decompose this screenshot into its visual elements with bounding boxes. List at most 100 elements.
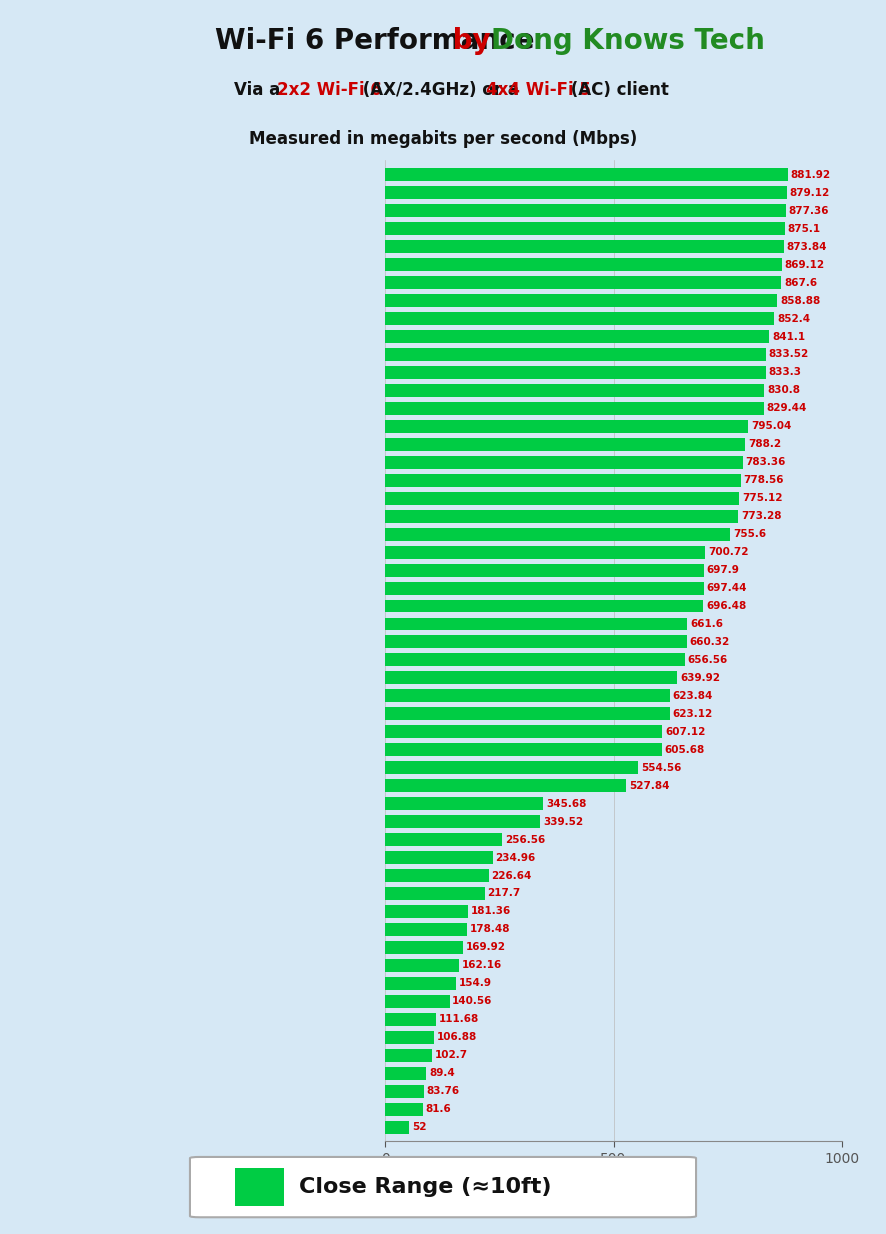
Bar [385,545,705,559]
Bar [385,743,662,756]
Text: 833.3: 833.3 [768,368,801,378]
Text: 607.12: 607.12 [665,727,705,737]
Text: 178.48: 178.48 [470,924,510,934]
Text: 783.36: 783.36 [746,458,786,468]
Text: 154.9: 154.9 [459,979,492,988]
Text: (AX/2.4GHz) or a: (AX/2.4GHz) or a [356,81,525,100]
Bar [385,1103,423,1116]
Bar [385,312,774,325]
Text: 788.2: 788.2 [748,439,781,449]
Bar [385,222,785,236]
Text: 639.92: 639.92 [680,673,720,682]
Text: 181.36: 181.36 [470,907,511,917]
Bar [385,779,626,792]
Text: 162.16: 162.16 [462,960,502,970]
Text: 773.28: 773.28 [741,511,781,521]
Bar [385,258,782,271]
Text: 111.68: 111.68 [439,1014,479,1024]
Text: 700.72: 700.72 [708,547,749,557]
FancyBboxPatch shape [190,1157,696,1217]
Bar [385,420,748,433]
Text: 106.88: 106.88 [437,1032,478,1043]
Text: Dong Knows Tech: Dong Knows Tech [491,27,765,54]
Bar [385,510,738,523]
Bar [385,1049,432,1061]
Text: 81.6: 81.6 [425,1104,451,1114]
Bar [385,186,787,199]
Bar [385,959,460,972]
Text: 829.44: 829.44 [766,404,807,413]
Bar [385,707,670,721]
Text: 873.84: 873.84 [787,242,828,252]
Bar [385,654,685,666]
Text: 623.84: 623.84 [672,691,713,701]
Bar [385,636,687,648]
Text: Via a: Via a [234,81,286,100]
Bar [385,1013,437,1025]
Bar [385,942,463,954]
Bar [385,869,489,882]
Bar [385,761,639,774]
Text: 697.44: 697.44 [706,582,747,594]
Text: 879.12: 879.12 [789,188,829,197]
Text: 858.88: 858.88 [780,296,820,306]
Text: 660.32: 660.32 [689,637,730,647]
Bar [385,797,543,811]
Bar [385,851,493,864]
Bar [385,905,468,918]
Text: 830.8: 830.8 [767,385,800,395]
Text: 852.4: 852.4 [777,313,810,323]
Bar [385,294,777,307]
Bar [385,491,739,505]
Text: 554.56: 554.56 [641,763,681,772]
Bar [385,402,764,415]
Text: 527.84: 527.84 [629,781,670,791]
Bar [385,923,467,935]
Text: 775.12: 775.12 [742,494,782,503]
Text: (AC) client: (AC) client [565,81,669,100]
Text: Measured in megabits per second (Mbps): Measured in megabits per second (Mbps) [249,131,637,148]
Bar [385,1066,426,1080]
Bar [385,600,703,612]
Bar [385,366,766,379]
Bar [385,1085,424,1097]
Text: 2x2 Wi-Fi 6: 2x2 Wi-Fi 6 [277,81,382,100]
Bar [385,329,769,343]
Text: 661.6: 661.6 [690,619,723,629]
Bar [385,528,730,540]
Bar [385,833,502,847]
Text: 877.36: 877.36 [789,206,829,216]
Bar [385,977,456,990]
Text: 169.92: 169.92 [466,943,506,953]
Text: 778.56: 778.56 [743,475,784,485]
Bar [385,384,765,397]
Bar [385,168,788,181]
Text: 234.96: 234.96 [495,853,536,863]
Bar [235,1167,284,1207]
Bar [385,690,670,702]
Text: 696.48: 696.48 [706,601,746,611]
Bar [385,474,741,486]
Text: 833.52: 833.52 [768,349,809,359]
Bar [385,438,745,450]
Text: Close Range (≈10ft): Close Range (≈10ft) [299,1177,552,1197]
Bar [385,671,678,685]
Bar [385,995,449,1008]
Bar [385,348,766,360]
Text: 140.56: 140.56 [452,996,493,1006]
Bar [385,241,784,253]
Bar [385,581,703,595]
Text: 605.68: 605.68 [664,745,704,755]
Text: 881.92: 881.92 [790,170,831,180]
Text: 755.6: 755.6 [733,529,766,539]
Text: Wi-Fi 6 Performance: Wi-Fi 6 Performance [215,27,534,54]
Bar [385,1030,434,1044]
Text: 875.1: 875.1 [788,223,820,233]
Text: 795.04: 795.04 [751,421,791,432]
Text: 697.9: 697.9 [707,565,740,575]
Bar [385,564,703,576]
Text: 256.56: 256.56 [505,834,546,844]
Text: 52: 52 [412,1122,426,1132]
Text: 226.64: 226.64 [492,870,532,881]
Text: by: by [443,27,501,54]
